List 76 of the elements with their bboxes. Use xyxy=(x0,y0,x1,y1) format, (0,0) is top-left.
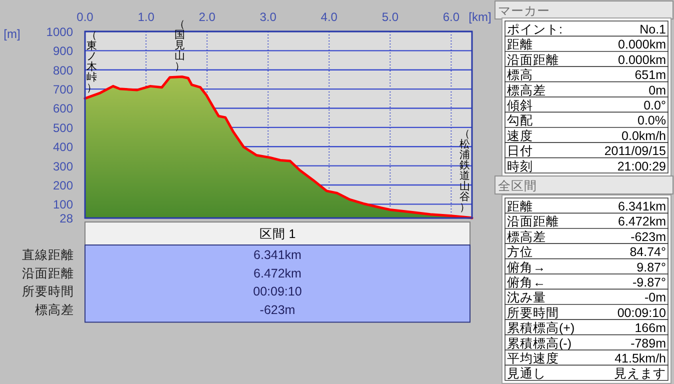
x-tick-label: 6.0 xyxy=(442,10,460,24)
text: 見えます xyxy=(614,366,666,381)
y-tick-label: 300 xyxy=(52,159,74,174)
text: 0.000km xyxy=(618,52,666,67)
text: 9.87° xyxy=(636,260,666,274)
y-tick-label: 1000 xyxy=(46,25,74,39)
y-tick-label: 900 xyxy=(52,44,74,58)
text: -789m xyxy=(630,336,666,350)
y-tick-label: 28 xyxy=(60,212,74,226)
text: 166m xyxy=(634,321,666,336)
text: 651m xyxy=(634,68,666,82)
text: 平均速度 xyxy=(507,350,559,366)
x-tick-label: 5.0 xyxy=(382,10,399,24)
text: 0m xyxy=(648,83,666,98)
text: 累積標高(-) xyxy=(507,335,572,350)
text: 0.0% xyxy=(638,114,666,128)
text: 0.0km/h xyxy=(622,128,666,143)
y-axis-title: [m] xyxy=(4,27,20,41)
text: 速度 xyxy=(507,128,533,143)
text: 標高差 xyxy=(35,302,74,317)
text: 区間 1 xyxy=(259,227,296,241)
text: 沈み量 xyxy=(507,290,546,305)
text: No.1 xyxy=(640,22,666,36)
text: 距離 xyxy=(507,200,533,214)
text: 21:00:29 xyxy=(617,159,666,174)
text: 全区間 xyxy=(498,179,537,193)
text: 6.472km xyxy=(618,214,666,229)
text: 00:09:10 xyxy=(617,306,666,320)
text: 傾斜 xyxy=(507,98,533,112)
text: 俯角→ xyxy=(507,260,546,274)
y-tick-label: 700 xyxy=(52,82,74,97)
text: 距離 xyxy=(507,38,533,52)
text: 方位 xyxy=(507,244,533,260)
y-tick-label: 200 xyxy=(52,178,74,192)
text: 勾配 xyxy=(507,114,533,128)
text: マーカー xyxy=(498,4,550,18)
text: 沿面距離 xyxy=(22,266,74,280)
text: 41.5km/h xyxy=(614,352,666,366)
text: 0.000km xyxy=(618,38,666,52)
y-tick-label: 500 xyxy=(52,120,74,135)
x-tick-label: 1.0 xyxy=(138,10,155,24)
text: 標高差 xyxy=(507,82,546,98)
text: 0.0° xyxy=(644,98,666,112)
text: 2011/09/15 xyxy=(604,144,666,158)
annotation: （国見山） xyxy=(174,18,186,72)
text: 6.341km xyxy=(618,200,666,214)
text: 所要時間 xyxy=(22,284,74,299)
text: 84.74° xyxy=(630,245,666,260)
text: 直線距離 xyxy=(22,248,74,262)
text: 累積標高(+) xyxy=(507,320,575,336)
x-tick-label: 3.0 xyxy=(260,10,277,24)
text: 沿面距離 xyxy=(507,52,559,67)
y-tick-label: 600 xyxy=(52,102,74,116)
y-tick-label: 800 xyxy=(52,63,74,78)
text: -623m xyxy=(260,302,296,317)
text: 6.341km xyxy=(254,248,302,262)
text: 日付 xyxy=(507,144,533,158)
text: 時刻 xyxy=(507,159,533,174)
y-tick-label: 100 xyxy=(52,198,74,212)
text: -9.87° xyxy=(632,276,666,290)
text: 所要時間 xyxy=(507,306,559,320)
x-tick-label: 0.0 xyxy=(76,10,94,24)
text: 見通し xyxy=(507,366,546,381)
text: 俯角← xyxy=(507,276,546,290)
x-tick-label: 2.0 xyxy=(198,10,216,24)
y-tick-label: 400 xyxy=(52,140,74,154)
x-axis-title: [km] xyxy=(468,10,492,24)
text: 標高差 xyxy=(507,228,546,244)
text: 沿面距離 xyxy=(507,214,559,229)
text: 標高 xyxy=(507,67,533,82)
text: ポイント: xyxy=(507,22,562,36)
x-tick-label: 4.0 xyxy=(320,10,338,24)
text: -0m xyxy=(644,290,666,305)
text: 6.472km xyxy=(254,266,302,280)
text: -623m xyxy=(630,230,666,244)
text: 00:09:10 xyxy=(253,284,302,299)
